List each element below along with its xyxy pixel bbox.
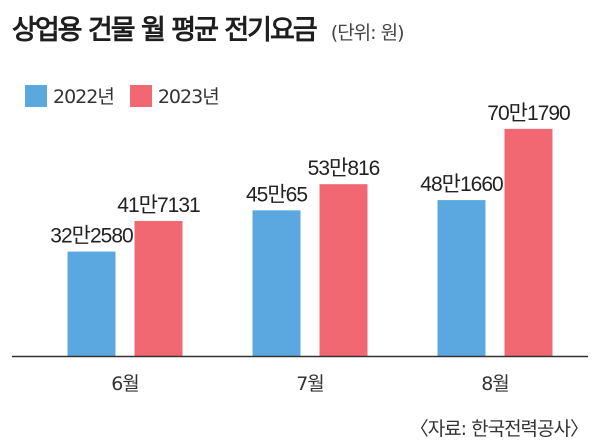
x-tick-label-0: 6월 (111, 373, 139, 395)
bar-2023-2 (504, 128, 553, 356)
source-note: 〈자료: 한국전력공사〉 (409, 418, 589, 440)
bar-2022-0 (67, 251, 116, 356)
legend-swatch-2022 (25, 84, 47, 107)
data-label-2023-2: 70만1790 (487, 102, 570, 125)
legend: 2022년 2023년 (25, 82, 235, 109)
data-label-2022-2: 48만1660 (420, 173, 503, 196)
data-label-2022-1: 45만65 (246, 183, 307, 206)
x-tick-label-1: 7월 (296, 373, 324, 395)
bar-2022-2 (437, 200, 486, 356)
data-label-2023-0: 41만7131 (117, 194, 200, 217)
data-label-2022-0: 32만2580 (50, 225, 133, 248)
bar-2023-1 (319, 184, 368, 356)
data-label-2023-1: 53만816 (308, 157, 380, 180)
legend-item-2022: 2022년 (25, 82, 115, 109)
bar-2022-1 (252, 210, 301, 356)
legend-item-2023: 2023년 (129, 82, 220, 109)
chart-title: 상업용 건물 월 평균 전기요금 (12, 15, 318, 46)
legend-label-2023: 2023년 (157, 86, 220, 108)
title-row: 상업용 건물 월 평균 전기요금 (단위: 원) (12, 8, 404, 47)
x-tick-label-2: 8월 (481, 373, 509, 395)
legend-swatch-2023 (129, 84, 152, 107)
unit-label: (단위: 원) (330, 22, 405, 44)
legend-label-2022: 2022년 (53, 86, 115, 108)
bar-2023-0 (134, 220, 183, 356)
